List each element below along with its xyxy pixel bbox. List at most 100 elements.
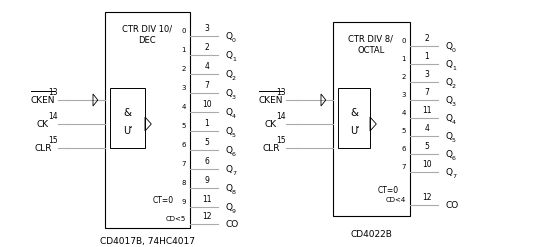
Text: 3: 3 [232,95,236,100]
Text: Q: Q [225,69,232,79]
Bar [105,12,190,228]
Text: CTR DIV 8/: CTR DIV 8/ [349,35,393,44]
Text: CD<5: CD<5 [166,216,186,222]
Text: Q: Q [445,78,452,86]
Text: 5: 5 [204,138,209,147]
Text: CK: CK [37,120,49,128]
Text: Q: Q [225,145,232,155]
Text: Ư: Ư [123,126,131,136]
Text: 7: 7 [232,170,236,176]
Text: 7: 7 [452,173,456,179]
Text: Q: Q [225,165,232,173]
Text: 11: 11 [422,106,432,115]
Text: 7: 7 [204,81,209,90]
Text: &: & [123,108,131,118]
Text: CD4017B, 74HC4017: CD4017B, 74HC4017 [100,237,195,246]
Text: 6: 6 [181,142,186,148]
Text: 7: 7 [401,164,406,170]
Text: Q: Q [225,126,232,136]
Text: 1: 1 [452,65,456,70]
Text: Q: Q [225,88,232,98]
Text: 4: 4 [452,120,456,124]
Text: 1: 1 [204,119,209,128]
Text: 8: 8 [232,189,236,194]
Text: Q: Q [225,107,232,117]
Text: 13: 13 [277,88,286,97]
Bar [338,88,370,148]
Text: 15: 15 [277,136,286,145]
Text: 2: 2 [402,74,406,80]
Text: 4: 4 [182,104,186,110]
Text: 4: 4 [424,124,429,133]
Text: 13: 13 [48,88,58,97]
Text: 2: 2 [424,34,429,43]
Bar [110,88,145,148]
Text: 3: 3 [204,24,209,33]
Text: 12: 12 [422,193,432,202]
Text: 15: 15 [48,136,58,145]
Text: Q: Q [445,131,452,141]
Text: 11: 11 [202,195,212,204]
Text: 10: 10 [422,160,432,169]
Text: 6: 6 [452,156,456,161]
Text: 10: 10 [202,100,212,109]
Text: 7: 7 [181,161,186,167]
Text: 1: 1 [424,52,429,61]
Text: Q: Q [445,41,452,50]
Text: 6: 6 [401,146,406,152]
Text: Ư: Ư [350,126,358,136]
Text: 5: 5 [182,123,186,129]
Text: 3: 3 [424,70,429,79]
Text: 6: 6 [204,157,209,166]
Text: CD<4: CD<4 [386,197,406,203]
Text: CO: CO [445,201,458,209]
Text: Q: Q [225,50,232,60]
Text: DEC: DEC [138,36,156,45]
Text: OCTAL: OCTAL [357,46,385,55]
Text: 5: 5 [402,128,406,134]
Text: 7: 7 [424,88,429,97]
Text: Q: Q [225,203,232,211]
Text: 3: 3 [401,92,406,98]
Text: 1: 1 [181,47,186,53]
Text: 14: 14 [48,112,58,121]
Text: 4: 4 [232,114,236,119]
Text: CD4022B: CD4022B [350,230,392,239]
Text: 0: 0 [232,38,236,42]
Text: CLR: CLR [262,144,280,152]
Text: 1: 1 [232,57,236,62]
Text: 2: 2 [182,66,186,72]
Text: CO: CO [225,220,238,228]
Text: Q: Q [445,96,452,104]
Text: &: & [350,108,358,118]
Text: 5: 5 [424,142,429,151]
Text: 0: 0 [401,38,406,44]
Text: Q: Q [445,167,452,177]
Text: CKEN: CKEN [259,96,283,104]
Text: 6: 6 [232,151,236,157]
Text: 12: 12 [202,212,212,221]
Text: CK: CK [265,120,277,128]
Text: Q: Q [445,60,452,68]
Text: Q: Q [445,149,452,159]
Bar [333,22,410,216]
Text: 5: 5 [452,138,456,143]
Text: 2: 2 [232,76,236,81]
Text: 5: 5 [232,132,236,138]
Text: 4: 4 [204,62,209,71]
Text: CKEN: CKEN [31,96,55,104]
Text: 2: 2 [204,43,209,52]
Text: CT=0: CT=0 [153,195,174,205]
Text: 1: 1 [401,56,406,62]
Text: 3: 3 [452,102,456,106]
Text: 3: 3 [181,85,186,91]
Text: 14: 14 [277,112,286,121]
Text: 9: 9 [204,176,209,185]
Text: 2: 2 [452,83,456,88]
Text: Q: Q [225,32,232,41]
Text: Q: Q [225,184,232,192]
Text: CLR: CLR [34,144,52,152]
Text: 0: 0 [452,47,456,53]
Text: CTR DIV 10/: CTR DIV 10/ [122,25,172,34]
Text: Q: Q [445,114,452,123]
